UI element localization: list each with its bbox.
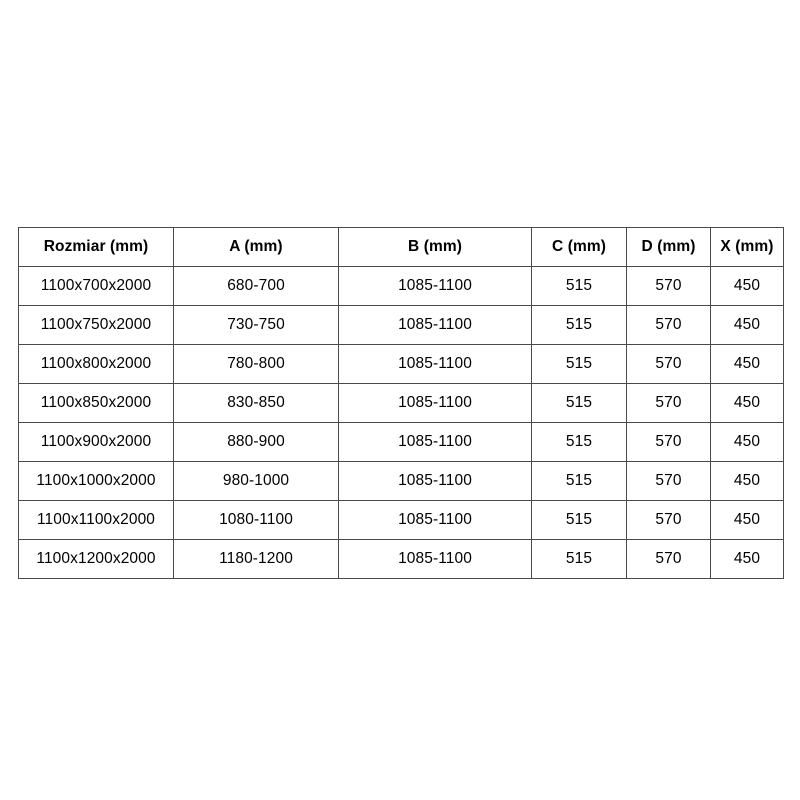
table-header-row: Rozmiar (mm) A (mm) B (mm) C (mm) D (mm)… — [18, 227, 784, 267]
cell-d: 570 — [626, 305, 711, 345]
cell-d: 570 — [626, 344, 711, 384]
cell-d: 570 — [626, 383, 711, 423]
size-table-body: 1100x700x2000 680-700 1085-1100 515 570 … — [18, 266, 784, 579]
table-row: 1100x800x2000 780-800 1085-1100 515 570 … — [18, 344, 784, 384]
cell-b: 1085-1100 — [338, 461, 532, 501]
table-row: 1100x900x2000 880-900 1085-1100 515 570 … — [18, 422, 784, 462]
cell-x: 450 — [710, 500, 784, 540]
cell-c: 515 — [531, 461, 627, 501]
cell-a: 780-800 — [173, 344, 339, 384]
cell-b: 1085-1100 — [338, 383, 532, 423]
cell-b: 1085-1100 — [338, 266, 532, 306]
table-row: 1100x1000x2000 980-1000 1085-1100 515 57… — [18, 461, 784, 501]
size-table: Rozmiar (mm) A (mm) B (mm) C (mm) D (mm)… — [18, 227, 784, 579]
cell-b: 1085-1100 — [338, 500, 532, 540]
cell-d: 570 — [626, 539, 711, 579]
cell-b: 1085-1100 — [338, 422, 532, 462]
cell-d: 570 — [626, 266, 711, 306]
table-row: 1100x700x2000 680-700 1085-1100 515 570 … — [18, 266, 784, 306]
cell-d: 570 — [626, 461, 711, 501]
cell-rozmiar: 1100x1100x2000 — [18, 500, 174, 540]
cell-a: 730-750 — [173, 305, 339, 345]
cell-x: 450 — [710, 539, 784, 579]
cell-b: 1085-1100 — [338, 305, 532, 345]
cell-x: 450 — [710, 344, 784, 384]
cell-rozmiar: 1100x800x2000 — [18, 344, 174, 384]
cell-x: 450 — [710, 461, 784, 501]
cell-c: 515 — [531, 500, 627, 540]
column-header-x: X (mm) — [710, 227, 784, 267]
cell-rozmiar: 1100x1200x2000 — [18, 539, 174, 579]
size-table-header: Rozmiar (mm) A (mm) B (mm) C (mm) D (mm)… — [18, 227, 784, 267]
table-row: 1100x1100x2000 1080-1100 1085-1100 515 5… — [18, 500, 784, 540]
cell-a: 830-850 — [173, 383, 339, 423]
cell-a: 1080-1100 — [173, 500, 339, 540]
cell-b: 1085-1100 — [338, 344, 532, 384]
cell-x: 450 — [710, 383, 784, 423]
cell-x: 450 — [710, 305, 784, 345]
cell-a: 880-900 — [173, 422, 339, 462]
table-row: 1100x850x2000 830-850 1085-1100 515 570 … — [18, 383, 784, 423]
cell-c: 515 — [531, 344, 627, 384]
cell-b: 1085-1100 — [338, 539, 532, 579]
cell-rozmiar: 1100x1000x2000 — [18, 461, 174, 501]
column-header-d: D (mm) — [626, 227, 711, 267]
column-header-c: C (mm) — [531, 227, 627, 267]
cell-c: 515 — [531, 539, 627, 579]
column-header-b: B (mm) — [338, 227, 532, 267]
cell-d: 570 — [626, 500, 711, 540]
cell-x: 450 — [710, 422, 784, 462]
cell-a: 1180-1200 — [173, 539, 339, 579]
cell-d: 570 — [626, 422, 711, 462]
column-header-a: A (mm) — [173, 227, 339, 267]
cell-c: 515 — [531, 266, 627, 306]
cell-c: 515 — [531, 305, 627, 345]
cell-x: 450 — [710, 266, 784, 306]
cell-a: 680-700 — [173, 266, 339, 306]
table-row: 1100x1200x2000 1180-1200 1085-1100 515 5… — [18, 539, 784, 579]
size-table-container: Rozmiar (mm) A (mm) B (mm) C (mm) D (mm)… — [18, 227, 784, 579]
cell-rozmiar: 1100x750x2000 — [18, 305, 174, 345]
cell-rozmiar: 1100x700x2000 — [18, 266, 174, 306]
table-row: 1100x750x2000 730-750 1085-1100 515 570 … — [18, 305, 784, 345]
cell-c: 515 — [531, 383, 627, 423]
cell-rozmiar: 1100x850x2000 — [18, 383, 174, 423]
cell-a: 980-1000 — [173, 461, 339, 501]
cell-c: 515 — [531, 422, 627, 462]
cell-rozmiar: 1100x900x2000 — [18, 422, 174, 462]
column-header-rozmiar: Rozmiar (mm) — [18, 227, 174, 267]
